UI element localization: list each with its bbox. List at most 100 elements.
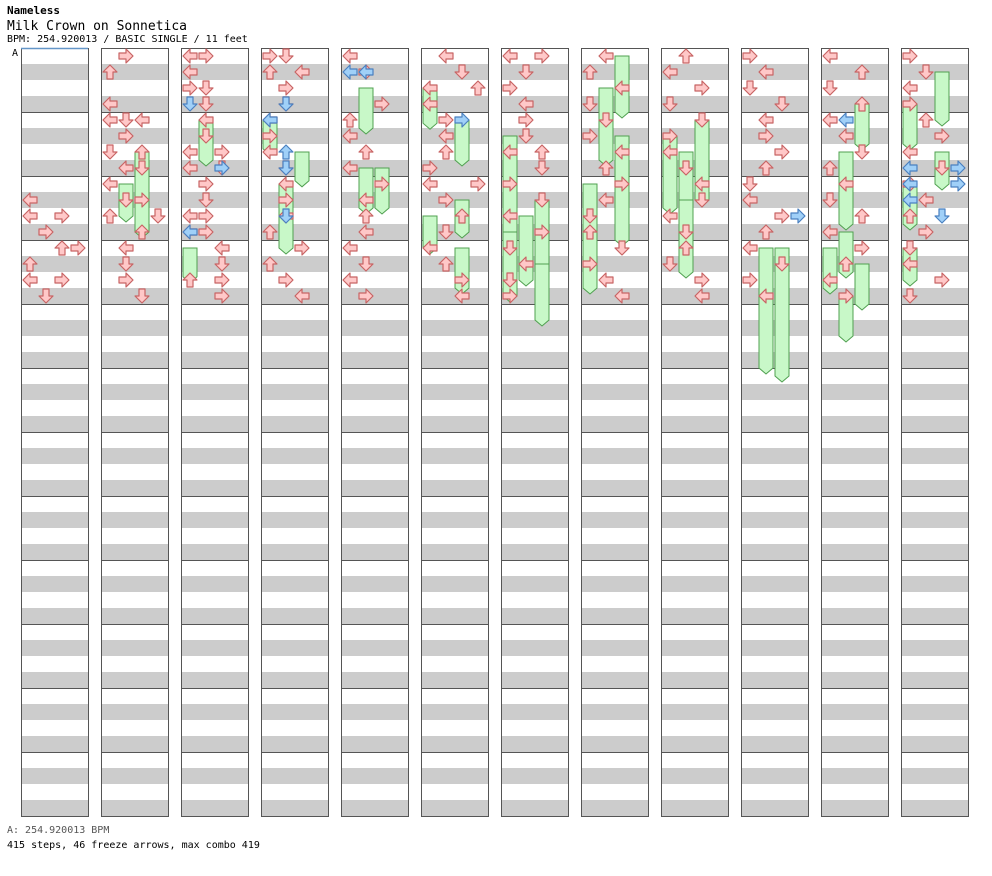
- step-arrow: [54, 240, 70, 256]
- beat-stripe: [501, 736, 568, 752]
- beat-stripe: [421, 608, 488, 624]
- step-arrow: [678, 48, 694, 64]
- beat-stripe: [741, 608, 808, 624]
- beat-stripe: [261, 640, 328, 656]
- step-arrow: [678, 160, 694, 176]
- step-arrow: [454, 288, 470, 304]
- step-arrow: [518, 96, 534, 112]
- beat-stripe: [581, 800, 648, 816]
- step-arrow: [534, 192, 550, 208]
- step-arrow: [342, 48, 358, 64]
- freeze-arrow: [358, 87, 374, 135]
- beat-stripe: [421, 448, 488, 464]
- step-arrow: [502, 240, 518, 256]
- step-arrow: [198, 128, 214, 144]
- shock-arrow: [902, 176, 918, 192]
- beat-stripe: [821, 160, 888, 176]
- beat-stripe: [341, 544, 408, 560]
- beat-stripe: [661, 384, 728, 400]
- step-arrow: [838, 256, 854, 272]
- beat-stripe: [421, 544, 488, 560]
- beat-stripe: [21, 224, 88, 240]
- beat-stripe: [21, 160, 88, 176]
- step-arrow: [102, 64, 118, 80]
- step-arrow: [134, 192, 150, 208]
- step-arrow: [534, 48, 550, 64]
- step-arrow: [134, 160, 150, 176]
- step-arrow: [182, 272, 198, 288]
- beat-stripe: [901, 256, 968, 272]
- step-arrow: [918, 64, 934, 80]
- beat-stripe: [581, 320, 648, 336]
- beat-stripe: [501, 640, 568, 656]
- step-arrow: [198, 96, 214, 112]
- beat-stripe: [821, 736, 888, 752]
- step-arrow: [262, 48, 278, 64]
- freeze-arrow: [534, 263, 550, 327]
- step-arrow: [662, 64, 678, 80]
- beat-stripe: [821, 576, 888, 592]
- step-arrow: [134, 288, 150, 304]
- beat-stripe: [501, 576, 568, 592]
- shock-arrow: [262, 112, 278, 128]
- beat-stripe: [181, 224, 248, 240]
- beat-stripe: [341, 768, 408, 784]
- beat-stripe: [901, 320, 968, 336]
- step-arrow: [294, 64, 310, 80]
- step-arrow: [742, 192, 758, 208]
- step-arrow: [934, 160, 950, 176]
- step-arrow: [854, 240, 870, 256]
- shock-arrow: [902, 160, 918, 176]
- beat-stripe: [901, 608, 968, 624]
- beat-stripe: [741, 736, 808, 752]
- beat-stripe: [181, 768, 248, 784]
- beat-stripe: [181, 96, 248, 112]
- step-arrow: [694, 272, 710, 288]
- beat-stripe: [581, 704, 648, 720]
- beat-stripe: [501, 320, 568, 336]
- beat-stripe: [741, 480, 808, 496]
- step-arrow: [358, 144, 374, 160]
- beat-stripe: [181, 448, 248, 464]
- beat-stripe: [21, 512, 88, 528]
- chart-column: [341, 48, 409, 817]
- step-arrow: [518, 128, 534, 144]
- step-arrow: [742, 80, 758, 96]
- step-arrow: [294, 240, 310, 256]
- beat-stripe: [901, 288, 968, 304]
- step-arrow: [22, 256, 38, 272]
- step-arrow: [422, 240, 438, 256]
- step-arrow: [294, 288, 310, 304]
- beat-stripe: [101, 800, 168, 816]
- beat-stripe: [261, 512, 328, 528]
- step-arrow: [902, 48, 918, 64]
- step-arrow: [118, 272, 134, 288]
- beat-stripe: [901, 736, 968, 752]
- step-arrow: [854, 96, 870, 112]
- step-arrow: [262, 128, 278, 144]
- beat-stripe: [101, 512, 168, 528]
- beat-stripe: [101, 96, 168, 112]
- beat-stripe: [741, 672, 808, 688]
- beat-stripe: [181, 480, 248, 496]
- step-arrow: [262, 224, 278, 240]
- step-arrow: [134, 144, 150, 160]
- beat-stripe: [581, 384, 648, 400]
- step-arrow: [438, 192, 454, 208]
- beat-stripe: [421, 96, 488, 112]
- beat-stripe: [341, 736, 408, 752]
- step-arrow: [934, 128, 950, 144]
- beat-stripe: [181, 736, 248, 752]
- step-arrow: [822, 112, 838, 128]
- beat-stripe: [261, 480, 328, 496]
- step-arrow: [214, 144, 230, 160]
- beat-stripe: [821, 768, 888, 784]
- beat-stripe: [181, 320, 248, 336]
- beat-stripe: [661, 320, 728, 336]
- freeze-arrow: [758, 247, 774, 375]
- step-arrow: [454, 64, 470, 80]
- step-arrow: [198, 176, 214, 192]
- beat-stripe: [421, 320, 488, 336]
- step-arrow: [278, 80, 294, 96]
- beat-stripe: [581, 640, 648, 656]
